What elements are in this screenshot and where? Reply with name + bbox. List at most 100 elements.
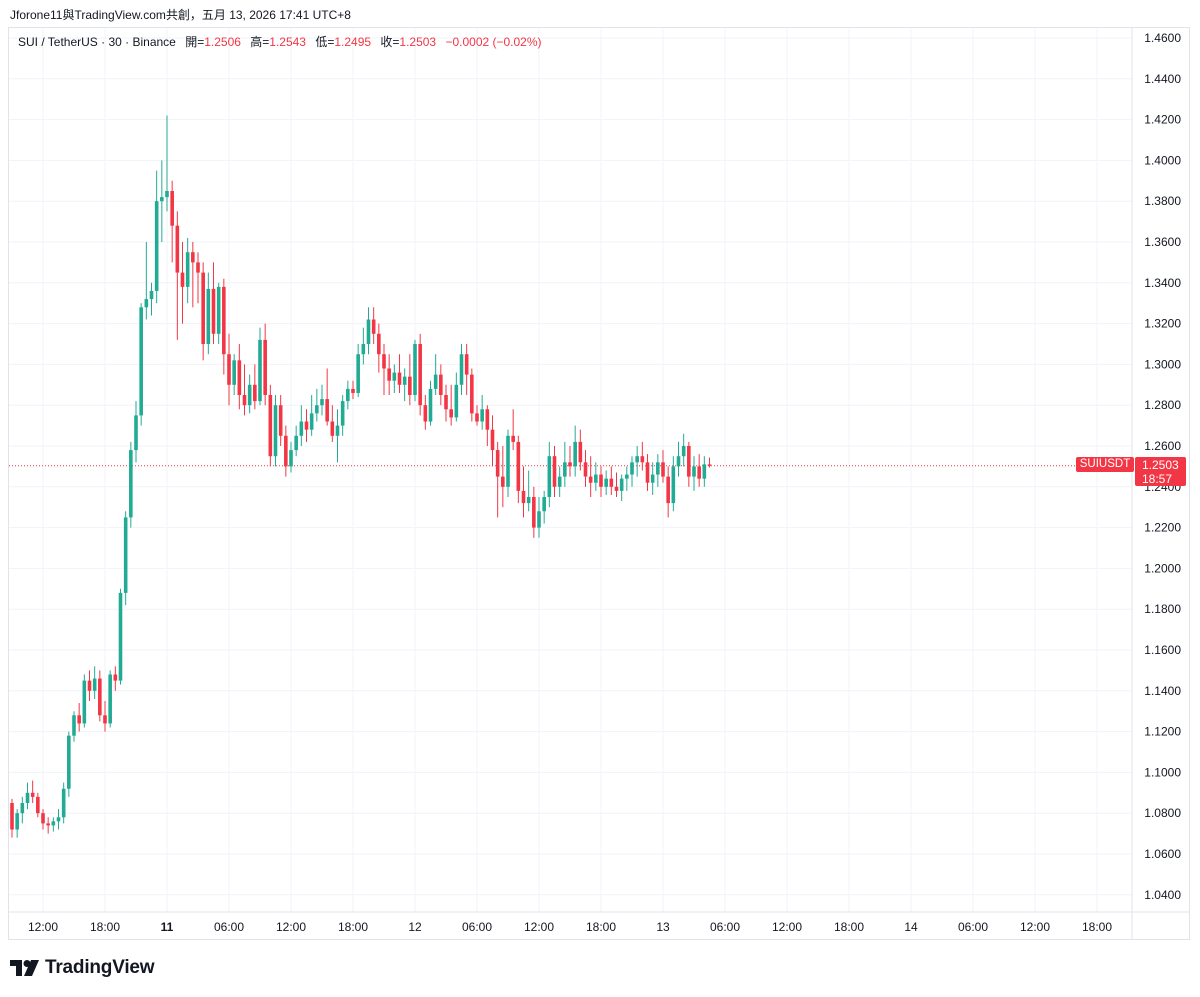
candle xyxy=(547,441,552,508)
candle-body xyxy=(237,360,242,395)
candle-body xyxy=(439,374,443,395)
candle-body xyxy=(656,462,660,475)
y-tick-label: 1.3400 xyxy=(1144,276,1181,290)
candle-body xyxy=(506,435,510,487)
x-tick-label: 18:00 xyxy=(90,920,120,934)
candle-body xyxy=(697,466,701,479)
candle xyxy=(371,307,376,344)
candle xyxy=(242,364,247,416)
candle xyxy=(206,272,211,355)
y-tick-label: 1.4600 xyxy=(1144,31,1181,45)
candle-body xyxy=(242,395,247,406)
candle-body xyxy=(72,715,76,736)
candle-body xyxy=(501,476,505,487)
candle xyxy=(645,454,650,491)
candle xyxy=(707,457,712,468)
candle xyxy=(10,798,14,838)
candle-body xyxy=(289,450,293,467)
candle-body xyxy=(92,678,97,691)
close-value: 1.2503 xyxy=(399,35,437,49)
candle-body xyxy=(304,421,309,430)
candle-body xyxy=(588,476,593,483)
candle xyxy=(263,323,267,406)
candle-body xyxy=(201,272,205,344)
candle xyxy=(191,242,195,308)
candle xyxy=(129,441,133,528)
candle xyxy=(687,441,691,487)
candle-body xyxy=(211,288,216,334)
candle-body xyxy=(640,456,645,463)
candle xyxy=(216,282,221,344)
candle-body xyxy=(299,421,304,436)
candle xyxy=(134,401,138,463)
candle xyxy=(578,429,583,471)
x-tick-label: 12:00 xyxy=(1020,920,1050,934)
candle-body xyxy=(392,372,397,381)
tradingview-logo[interactable]: TradingView xyxy=(10,957,155,979)
candle xyxy=(552,446,557,497)
candle xyxy=(273,395,278,467)
candle-body xyxy=(681,446,686,457)
candle-body xyxy=(185,252,190,287)
candle-body xyxy=(61,788,66,818)
candle xyxy=(588,456,593,497)
candle xyxy=(77,703,81,732)
candle xyxy=(340,395,345,436)
candle xyxy=(423,395,428,430)
candle-body xyxy=(103,715,107,724)
change-value: −0.0002 (−0.02%) xyxy=(445,35,542,49)
candle xyxy=(557,466,562,497)
candle-body xyxy=(666,476,670,504)
candle xyxy=(392,364,397,393)
candle-body xyxy=(206,288,211,344)
candle xyxy=(480,395,484,430)
candle-body xyxy=(568,462,572,467)
candle-body xyxy=(30,792,35,797)
candle xyxy=(366,307,371,355)
candle xyxy=(459,344,464,395)
candle xyxy=(495,441,500,518)
chart-frame xyxy=(8,27,1190,940)
candle-body xyxy=(351,388,355,393)
y-tick-label: 1.1600 xyxy=(1144,643,1181,657)
candle-body xyxy=(320,399,324,406)
candle xyxy=(330,405,335,442)
candle-body xyxy=(433,374,438,389)
candle xyxy=(454,372,459,422)
candle xyxy=(123,511,128,606)
candle xyxy=(568,446,572,477)
candle-body xyxy=(216,286,221,334)
candle xyxy=(511,409,515,451)
y-tick-label: 1.4400 xyxy=(1144,72,1181,86)
candle xyxy=(61,782,66,824)
candle-body xyxy=(175,225,180,273)
candle xyxy=(180,242,185,324)
y-tick-label: 1.0800 xyxy=(1144,806,1181,820)
candle-body xyxy=(475,413,479,422)
candle-body xyxy=(464,354,469,375)
candle-body xyxy=(495,450,500,477)
candle xyxy=(542,490,546,524)
candle-body xyxy=(619,478,624,491)
candle-body xyxy=(144,299,149,308)
candle-body xyxy=(325,399,329,422)
candle xyxy=(201,262,205,361)
x-tick-label: 14 xyxy=(904,920,918,934)
candle xyxy=(247,374,252,414)
candle-body xyxy=(408,376,412,395)
candle xyxy=(268,384,273,467)
candle-body xyxy=(526,497,531,504)
x-tick-label: 13 xyxy=(656,920,670,934)
candle xyxy=(475,405,479,426)
candle-body xyxy=(253,384,257,402)
candle xyxy=(428,380,433,426)
candle xyxy=(175,211,180,340)
candle-body xyxy=(56,817,61,822)
candle xyxy=(351,380,355,400)
candle-body xyxy=(671,466,676,504)
candle xyxy=(154,170,159,304)
candle xyxy=(356,344,360,398)
candle-body xyxy=(573,441,577,467)
candle-body xyxy=(15,813,19,830)
